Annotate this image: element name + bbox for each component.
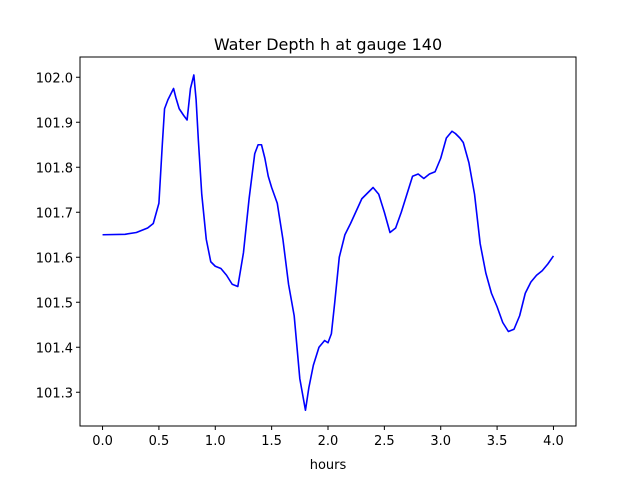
y-tick-label-2: 101.5	[36, 296, 73, 311]
x-tick-label-6: 3.0	[430, 434, 451, 449]
x-tick-label-8: 4.0	[543, 434, 564, 449]
x-tick-label-4: 2.0	[318, 434, 339, 449]
y-tick-label-4: 101.7	[36, 206, 73, 221]
y-tick-label-7: 102.0	[36, 71, 73, 86]
x-tick-label-1: 0.5	[149, 434, 170, 449]
plot-area: 0.0 0.5 1.0 1.5 2.0 2.5 3.0 3.5 4.0 101.3 101.4 101…	[36, 56, 577, 449]
x-axis-label: hours	[310, 458, 347, 473]
x-tick-label-3: 1.5	[261, 434, 282, 449]
series-line-0	[102, 74, 555, 412]
y-tick-label-3: 101.6	[36, 251, 73, 266]
x-tick-label-0: 0.0	[92, 434, 113, 449]
x-tick-label-7: 3.5	[487, 434, 508, 449]
x-tick-label-2: 1.0	[205, 434, 226, 449]
chart-title: Water Depth h at gauge 140	[214, 35, 442, 54]
x-tick-label-5: 2.5	[374, 434, 395, 449]
y-tick-label-0: 101.3	[36, 386, 73, 401]
y-tick-label-6: 101.9	[36, 116, 73, 131]
y-tick-label-5: 101.8	[36, 161, 73, 176]
y-tick-label-1: 101.4	[36, 341, 73, 356]
